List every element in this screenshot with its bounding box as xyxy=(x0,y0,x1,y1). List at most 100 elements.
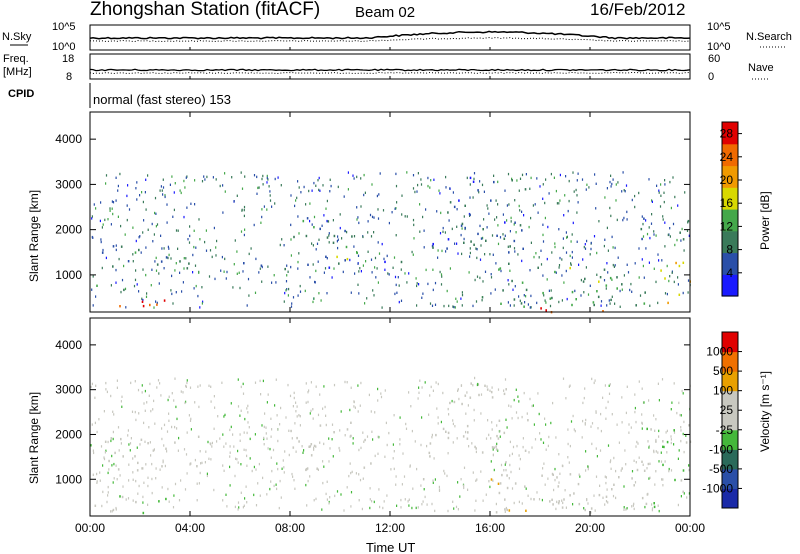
heatmap-cell xyxy=(350,471,352,475)
heatmap-cell xyxy=(219,437,221,440)
heatmap-cell xyxy=(164,195,166,199)
heatmap-cell xyxy=(328,241,330,244)
heatmap-cell xyxy=(306,217,309,220)
heatmap-cell xyxy=(132,226,134,229)
heatmap-cell xyxy=(374,266,376,269)
heatmap-cell xyxy=(354,272,356,275)
heatmap-cell xyxy=(259,379,261,383)
heatmap-cell xyxy=(323,465,325,468)
heatmap-cell xyxy=(584,247,587,250)
heatmap-cell xyxy=(461,252,463,256)
heatmap-cell xyxy=(353,245,355,248)
heatmap-cell xyxy=(607,249,609,252)
heatmap-cell xyxy=(103,456,105,459)
heatmap-cell xyxy=(669,227,671,230)
heatmap-cell xyxy=(558,266,560,269)
heatmap-cell xyxy=(530,241,532,244)
heatmap-cell xyxy=(336,255,338,259)
heatmap-cell xyxy=(475,499,477,502)
heatmap-cell xyxy=(308,189,310,193)
heatmap-cell xyxy=(519,299,521,302)
heatmap-cell xyxy=(266,174,268,178)
heatmap-cell xyxy=(634,262,636,265)
heatmap-cell xyxy=(377,399,379,402)
heatmap-cell xyxy=(638,191,640,195)
heatmap-cell xyxy=(414,440,416,443)
heatmap-cell xyxy=(145,178,147,181)
heatmap-cell xyxy=(604,503,606,506)
heatmap-cell xyxy=(271,428,273,431)
heatmap-cell xyxy=(561,464,563,467)
heatmap-cell xyxy=(649,304,651,307)
heatmap-cell xyxy=(366,435,369,438)
heatmap-cell xyxy=(306,504,308,507)
heatmap-cell xyxy=(653,450,655,454)
heatmap-cell xyxy=(194,179,196,182)
heatmap-cell xyxy=(318,238,320,241)
heatmap-cell xyxy=(528,451,530,454)
heatmap-cell xyxy=(136,181,138,184)
heatmap-cell xyxy=(166,203,168,206)
y-tick-label: 3000 xyxy=(55,383,82,397)
heatmap-cell xyxy=(118,257,120,261)
heatmap-cell xyxy=(296,415,298,418)
heatmap-cell xyxy=(168,247,170,250)
heatmap-cell xyxy=(288,429,290,432)
heatmap-cell xyxy=(317,468,319,471)
heatmap-cell xyxy=(680,414,682,417)
heatmap-cell xyxy=(231,176,233,179)
heatmap-cell xyxy=(449,201,452,204)
heatmap-cell xyxy=(569,266,571,270)
heatmap-cell xyxy=(237,378,239,381)
heatmap-cell xyxy=(161,427,163,430)
heatmap-cell xyxy=(369,506,371,510)
heatmap-cell xyxy=(233,200,235,203)
heatmap-cell xyxy=(568,179,570,183)
heatmap-cell xyxy=(480,393,483,396)
heatmap-cell xyxy=(655,470,657,473)
heatmap-cell xyxy=(132,478,134,481)
heatmap-cell xyxy=(616,423,618,426)
heatmap-cell xyxy=(625,508,627,511)
heatmap-cell xyxy=(132,457,134,460)
heatmap-cell xyxy=(605,406,607,410)
heatmap-cell xyxy=(343,195,345,198)
heatmap-cell xyxy=(558,300,560,304)
heatmap-cell xyxy=(545,309,547,312)
heatmap-cell xyxy=(597,427,599,430)
heatmap-cell xyxy=(293,391,295,395)
heatmap-cell xyxy=(480,237,483,240)
heatmap-cell xyxy=(490,276,493,279)
heatmap-cell xyxy=(388,431,390,435)
heatmap-cell xyxy=(508,404,510,407)
heatmap-cell xyxy=(543,294,545,297)
heatmap-cell xyxy=(648,477,650,480)
heatmap-cell xyxy=(590,247,592,251)
heatmap-cell xyxy=(274,404,276,407)
heatmap-cell xyxy=(686,496,688,499)
heatmap-cell xyxy=(523,214,525,217)
heatmap-cell xyxy=(364,302,366,305)
heatmap-cell xyxy=(256,175,258,179)
heatmap-cell xyxy=(372,289,374,292)
heatmap-cell xyxy=(444,231,446,234)
heatmap-cell xyxy=(465,430,467,434)
heatmap-cell xyxy=(456,300,458,303)
heatmap-cell xyxy=(447,436,450,440)
heatmap-cell xyxy=(597,295,600,299)
heatmap-cell xyxy=(112,265,114,268)
heatmap-cell xyxy=(170,257,172,260)
heatmap-cell xyxy=(423,246,425,249)
heatmap-cell xyxy=(242,270,244,273)
heatmap-cell xyxy=(353,177,355,180)
heatmap-cell xyxy=(326,292,328,295)
heatmap-cell xyxy=(184,186,186,189)
heatmap-cell xyxy=(474,278,476,282)
heatmap-cell xyxy=(332,219,334,222)
heatmap-cell xyxy=(257,186,259,190)
heatmap-cell xyxy=(134,278,137,282)
velocity-heatmap xyxy=(90,376,692,515)
heatmap-cell xyxy=(212,176,214,179)
heatmap-cell xyxy=(261,280,263,283)
heatmap-cell xyxy=(175,291,177,294)
